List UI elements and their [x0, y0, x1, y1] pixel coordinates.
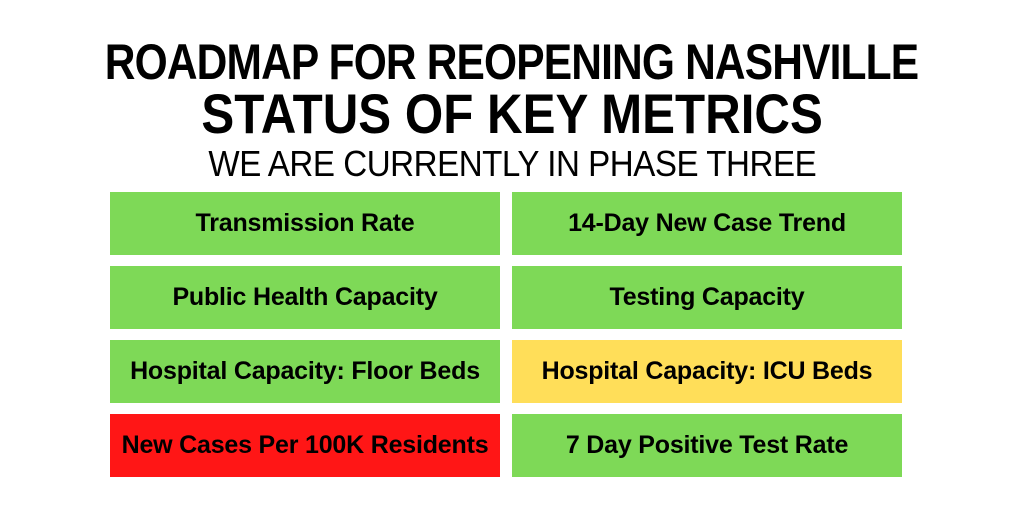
- metric-tile-public-health-capacity: Public Health Capacity: [110, 266, 500, 329]
- metric-tile-new-cases-per-100k-residents: New Cases Per 100K Residents: [110, 414, 500, 477]
- current-phase-text: WE ARE CURRENTLY IN PHASE THREE: [208, 143, 816, 184]
- metric-tile-hospital-capacity-floor-beds: Hospital Capacity: Floor Beds: [110, 340, 500, 403]
- metric-label: Public Health Capacity: [172, 283, 438, 311]
- roadmap-title: ROADMAP FOR REOPENING NASHVILLE: [0, 34, 1024, 90]
- metric-label: Transmission Rate: [195, 209, 415, 237]
- metric-tile-hospital-capacity-icu-beds: Hospital Capacity: ICU Beds: [512, 340, 902, 403]
- metric-label: Hospital Capacity: ICU Beds: [541, 357, 873, 385]
- metric-label: New Cases Per 100K Residents: [121, 431, 489, 459]
- metric-label: Testing Capacity: [609, 283, 805, 311]
- metric-label: Hospital Capacity: Floor Beds: [130, 357, 480, 385]
- metric-tile-7-day-positive-test-rate: 7 Day Positive Test Rate: [512, 414, 902, 477]
- metrics-grid: Transmission Rate 14-Day New Case Trend …: [110, 192, 902, 477]
- roadmap-title-text: ROADMAP FOR REOPENING NASHVILLE: [105, 34, 919, 90]
- status-of-key-metrics-text: STATUS OF KEY METRICS: [201, 82, 823, 145]
- metric-tile-testing-capacity: Testing Capacity: [512, 266, 902, 329]
- metric-label: 14-Day New Case Trend: [568, 209, 846, 237]
- metric-tile-transmission-rate: Transmission Rate: [110, 192, 500, 255]
- current-phase-subtitle: WE ARE CURRENTLY IN PHASE THREE: [0, 145, 1024, 183]
- metric-label: 7 Day Positive Test Rate: [565, 431, 849, 459]
- metric-tile-14-day-new-case-trend: 14-Day New Case Trend: [512, 192, 902, 255]
- status-of-key-metrics-title: STATUS OF KEY METRICS: [0, 82, 1024, 145]
